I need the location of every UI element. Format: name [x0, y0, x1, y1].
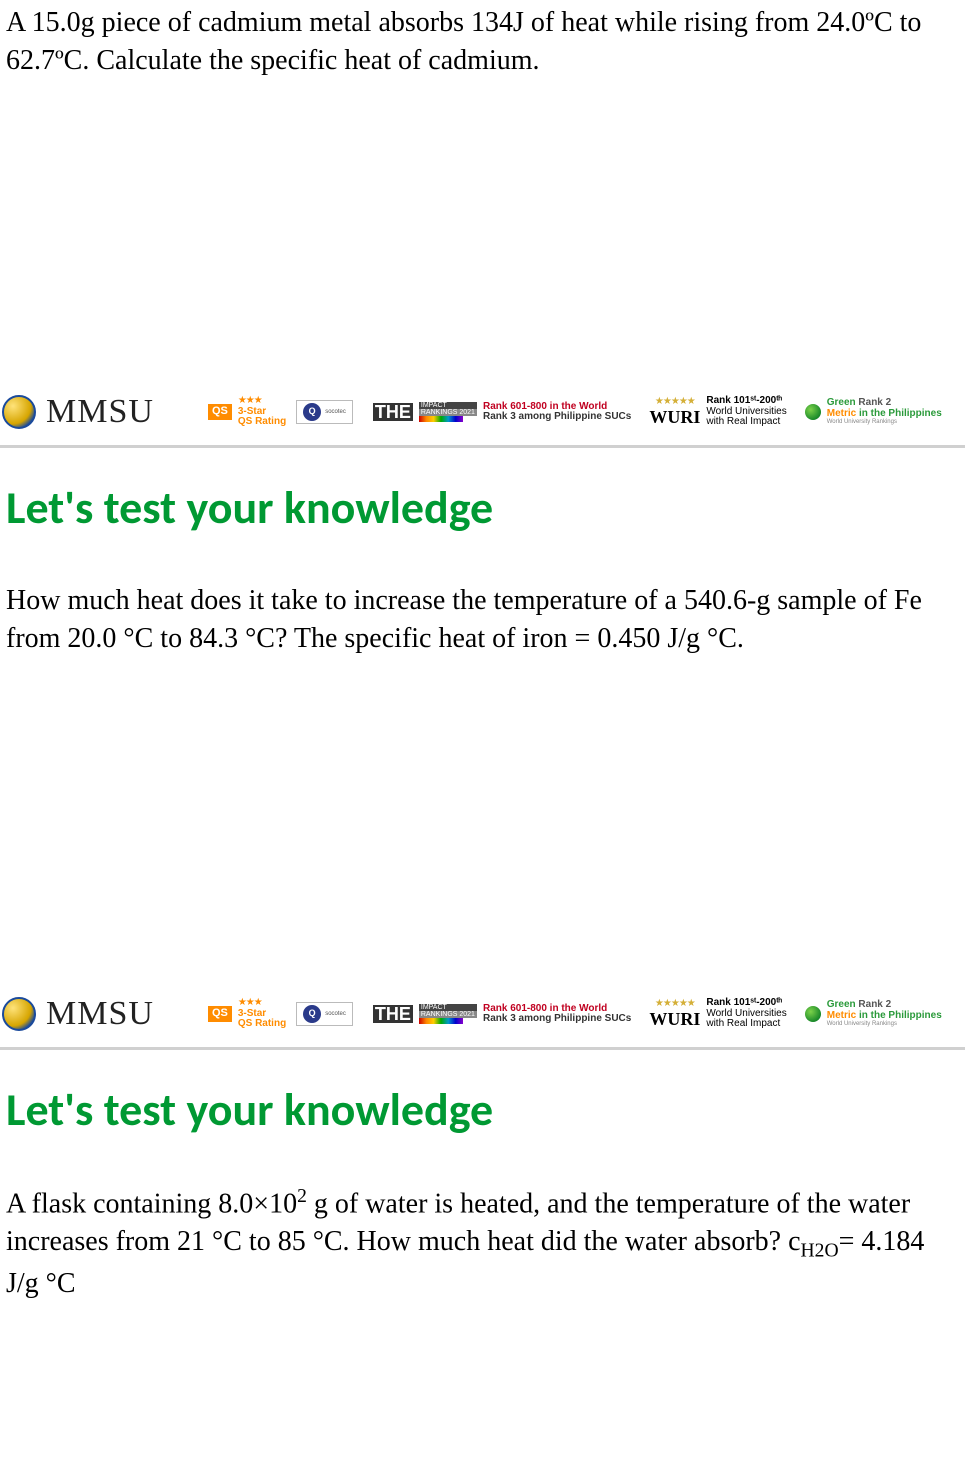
- greenmetric-text: Green Rank 2 Metric in the Philippines W…: [827, 1000, 942, 1027]
- gm-metric-label: Metric: [827, 408, 856, 419]
- footer: MMSU QS ★★★ 3-Star QS Rating Q socotec T…: [0, 989, 965, 1039]
- qs-box-icon: QS: [208, 1006, 232, 1022]
- mmsu-wordmark: MMSU: [46, 393, 154, 431]
- question-water: A flask containing 8.0×102 g of water is…: [6, 1180, 959, 1303]
- globe-icon: [805, 1006, 821, 1022]
- the-stripe-icon: [419, 1018, 463, 1024]
- mmsu-seal-icon: [2, 997, 36, 1031]
- gm-metric-label: Metric: [827, 1010, 856, 1021]
- wuri-wordmark: WURI: [649, 1010, 700, 1029]
- heading-test-knowledge: Let's test your knowledge: [6, 1082, 959, 1138]
- wuri-text: Rank 101ˢᵗ-200ᵗʰ World Universities with…: [706, 396, 786, 428]
- the-box-icon: THE: [373, 403, 413, 422]
- qs-box-icon: QS: [208, 404, 232, 420]
- the-rank-text: Rank 601-800 in the World Rank 3 among P…: [483, 1004, 631, 1025]
- gm-green-label: Green: [827, 999, 856, 1010]
- gm-country-label: in the Philippines: [856, 408, 942, 419]
- iso-badge: Q socotec: [296, 1002, 353, 1026]
- qs-badge: QS ★★★ 3-Star QS Rating: [208, 998, 286, 1030]
- the-rank-line2: Rank 3 among Philippine SUCs: [483, 1014, 631, 1025]
- wuri-badge: ★★★★★ WURI Rank 101ˢᵗ-200ᵗʰ World Univer…: [649, 998, 786, 1030]
- the-box-icon: THE: [373, 1005, 413, 1024]
- wuri-wordmark: WURI: [649, 408, 700, 427]
- globe-icon: [805, 404, 821, 420]
- qs-line2: QS Rating: [238, 417, 286, 428]
- question-cadmium: A 15.0g piece of cadmium metal absorbs 1…: [6, 0, 959, 80]
- iso-sub: socotec: [325, 409, 346, 415]
- the-rankings-label: RANKINGS 2021: [419, 409, 477, 416]
- mmsu-wordmark: MMSU: [46, 995, 154, 1033]
- the-rank-text: Rank 601-800 in the World Rank 3 among P…: [483, 402, 631, 423]
- greenmetric-text: Green Rank 2 Metric in the Philippines W…: [827, 398, 942, 425]
- the-rank-line2: Rank 3 among Philippine SUCs: [483, 412, 631, 423]
- slide-iron: Let's test your knowledge How much heat …: [0, 480, 965, 1050]
- question-iron: How much heat does it take to increase t…: [6, 578, 959, 658]
- heading-test-knowledge: Let's test your knowledge: [6, 480, 959, 536]
- the-stripe-icon: [419, 416, 463, 422]
- footer: MMSU QS ★★★ 3-Star QS Rating Q socotec T…: [0, 387, 965, 437]
- iso-badge: Q socotec: [296, 400, 353, 424]
- slide-cadmium: A 15.0g piece of cadmium metal absorbs 1…: [0, 0, 965, 448]
- the-impact-label: IMPACT: [419, 1004, 477, 1011]
- gm-country-label: in the Philippines: [856, 1010, 942, 1021]
- gm-green-label: Green: [827, 397, 856, 408]
- gm-rank-label: Rank 2: [856, 397, 892, 408]
- the-small: IMPACT RANKINGS 2021: [419, 1004, 477, 1025]
- the-badge: THE IMPACT RANKINGS 2021 Rank 601-800 in…: [373, 402, 631, 423]
- wuri-line3: with Real Impact: [706, 1019, 786, 1030]
- the-rankings-label: RANKINGS 2021: [419, 1011, 477, 1018]
- greenmetric-badge: Green Rank 2 Metric in the Philippines W…: [805, 1000, 942, 1027]
- the-small: IMPACT RANKINGS 2021: [419, 402, 477, 423]
- the-badge: THE IMPACT RANKINGS 2021 Rank 601-800 in…: [373, 1004, 631, 1025]
- iso-mark-icon: Q: [303, 1005, 321, 1023]
- wuri-line3: with Real Impact: [706, 417, 786, 428]
- qs-badge: QS ★★★ 3-Star QS Rating: [208, 396, 286, 428]
- gm-sub-label: World University Rankings: [827, 419, 942, 425]
- wuri-badge: ★★★★★ WURI Rank 101ˢᵗ-200ᵗʰ World Univer…: [649, 396, 786, 428]
- greenmetric-badge: Green Rank 2 Metric in the Philippines W…: [805, 398, 942, 425]
- iso-mark-icon: Q: [303, 403, 321, 421]
- the-impact-label: IMPACT: [419, 402, 477, 409]
- mmsu-seal-icon: [2, 395, 36, 429]
- wuri-text: Rank 101ˢᵗ-200ᵗʰ World Universities with…: [706, 998, 786, 1030]
- gm-sub-label: World University Rankings: [827, 1021, 942, 1027]
- iso-sub: socotec: [325, 1011, 346, 1017]
- slide-water: Let's test your knowledge A flask contai…: [0, 1082, 965, 1481]
- qs-line2: QS Rating: [238, 1019, 286, 1030]
- gm-rank-label: Rank 2: [856, 999, 892, 1010]
